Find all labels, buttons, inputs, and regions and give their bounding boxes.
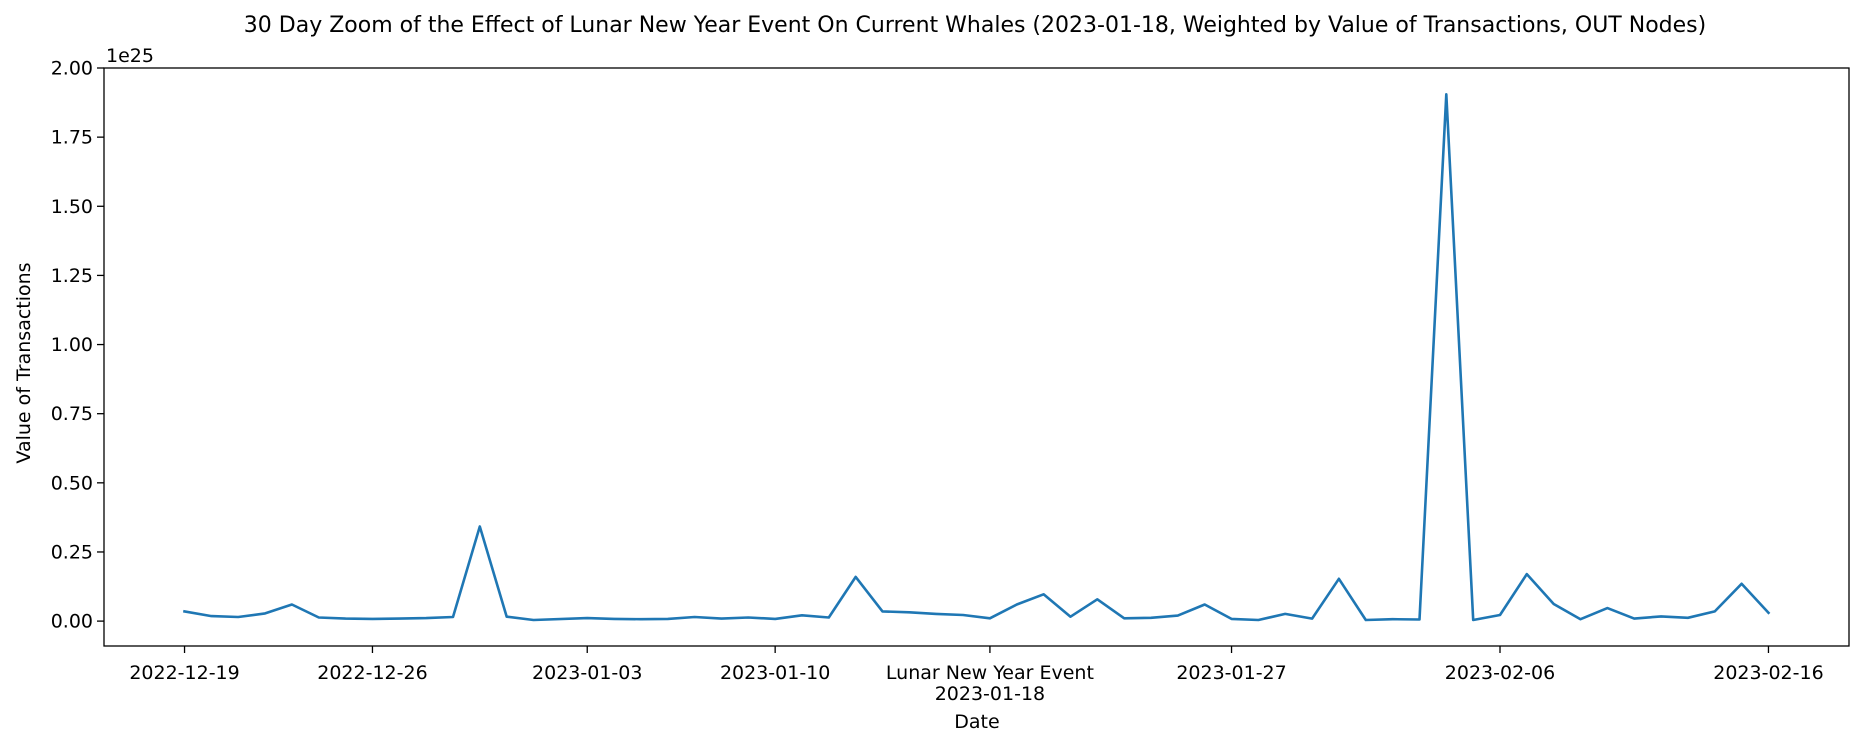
series-line [182,93,1771,622]
y-tick-label: 0.75 [51,403,93,425]
y-axis-ticks: 0.00 0.25 0.50 0.75 1.00 1.25 1.50 1.75 2.00 [51,58,104,633]
y-tick-label: 2.00 [51,58,93,80]
x-axis-ticks: 2022-12-19 2022-12-26 2023-01-03 2023-01-10… [129,646,1824,705]
y-axis-label: Value of Transactions [13,262,35,463]
y-tick-label: 0.50 [51,472,93,494]
y-tick-label: 0.25 [51,541,93,563]
x-tick-label: 2023-01-18 [935,683,1045,705]
y-tick-label: 1.50 [51,196,93,218]
x-tick-label: 2023-02-06 [1445,662,1555,684]
y-tick-label: 0.00 [51,611,93,633]
y-tick-label: 1.75 [51,127,93,149]
series-layer [182,93,1771,622]
y-tick-label: 1.25 [51,265,93,287]
x-tick-label: 2023-02-16 [1713,662,1823,684]
chart-title: 30 Day Zoom of the Effect of Lunar New Y… [244,13,1706,38]
event-label: Lunar New Year Event [886,662,1094,684]
x-tick-label: 2023-01-10 [720,662,830,684]
plot-frame [103,67,1850,647]
y-tick-label: 1.00 [51,334,93,356]
x-tick-label: 2023-01-03 [532,662,642,684]
x-tick-label: 2022-12-26 [317,662,427,684]
y-offset-label: 1e25 [106,45,154,67]
x-tick-label: 2022-12-19 [129,662,239,684]
x-tick-label: 2023-01-27 [1176,662,1286,684]
x-axis-label: Date [954,711,999,733]
